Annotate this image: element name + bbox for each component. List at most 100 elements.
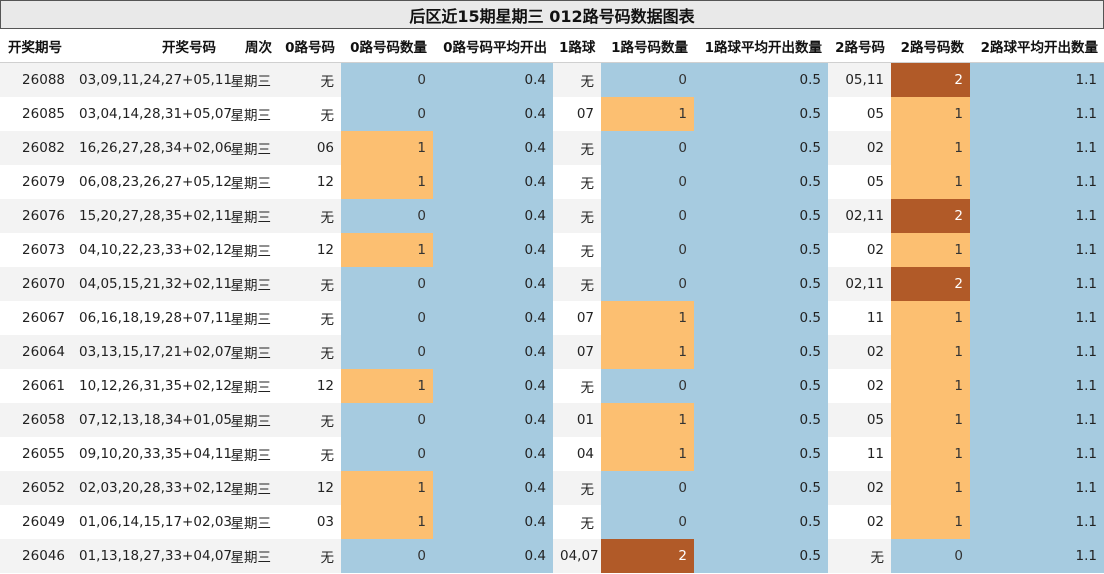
route0-avg-cell: 0.4 — [433, 62, 553, 97]
route1-avg-cell: 0.5 — [694, 471, 828, 505]
issue-cell: 26064 — [0, 335, 72, 369]
route0-count-cell: 0 — [341, 403, 433, 437]
numbers-cell: 06,08,23,26,27+05,12 — [72, 165, 232, 199]
issue-cell: 26049 — [0, 505, 72, 539]
route2-avg-cell: 1.1 — [970, 165, 1104, 199]
header-route2-numbers: 2路号码 — [828, 29, 891, 63]
route1-avg-cell: 0.5 — [694, 403, 828, 437]
route0-count-cell: 1 — [341, 233, 433, 267]
route2-count-cell: 1 — [891, 369, 970, 403]
route2-count-cell: 1 — [891, 437, 970, 471]
issue-cell: 26046 — [0, 539, 72, 573]
weekday-cell: 星期三 — [222, 403, 278, 437]
weekday-cell: 星期三 — [222, 97, 278, 131]
table-row: 26076 15,20,27,28,35+02,11 星期三无 0 0.4 无 0 0.5 02… — [0, 199, 1104, 233]
route2-numbers-cell: 02,11 — [828, 199, 891, 233]
route0-numbers-cell: 无 — [278, 199, 341, 233]
route2-avg-cell: 1.1 — [970, 335, 1104, 369]
route2-count-cell: 1 — [891, 403, 970, 437]
route1-avg-cell: 0.5 — [694, 301, 828, 335]
route0-count-cell: 0 — [341, 335, 433, 369]
route0-count-cell: 1 — [341, 165, 433, 199]
route0-count-cell: 0 — [341, 539, 433, 573]
weekday-cell: 星期三 — [222, 62, 278, 97]
route0-avg-cell: 0.4 — [433, 335, 553, 369]
route0-numbers-cell: 12 — [278, 369, 341, 403]
issue-cell: 26067 — [0, 301, 72, 335]
numbers-cell: 03,09,11,24,27+05,11 — [72, 62, 232, 97]
route2-count-cell: 1 — [891, 471, 970, 505]
numbers-cell: 16,26,27,28,34+02,06 — [72, 131, 232, 165]
table-row: 26082 16,26,27,28,34+02,06 星期三 06 1 0.4 无 0 0.5 0… — [0, 131, 1104, 165]
route1-ball-cell: 无 — [553, 369, 601, 403]
table-row: 26049 01,06,14,15,17+02,03 星期三 03 1 0.4 无 0 0.5 0… — [0, 505, 1104, 539]
table-row: 26067 06,16,18,19,28+07,11 星期三无 0 0.4 07 1 0.5 1… — [0, 301, 1104, 335]
weekday-cell: 星期三 — [222, 199, 278, 233]
weekday-cell: 星期三 — [222, 267, 278, 301]
route2-count-cell: 2 — [891, 267, 970, 301]
route1-ball-cell: 无 — [553, 131, 601, 165]
header-route2-avg: 2路球平均开出数量 — [970, 29, 1104, 63]
route2-count-cell: 1 — [891, 165, 970, 199]
table-row: 26046 01,13,18,27,33+04,07 星期三无 0 0.4 04,07 2 0… — [0, 539, 1104, 573]
route0-count-cell: 0 — [341, 199, 433, 233]
route2-avg-cell: 1.1 — [970, 505, 1104, 539]
route1-count-cell: 0 — [601, 131, 694, 165]
header-numbers: 开奖号码 — [72, 29, 222, 63]
issue-cell: 26055 — [0, 437, 72, 471]
table-row: 26052 02,03,20,28,33+02,12 星期三 12 1 0.4 无 0 0.5 0… — [0, 471, 1104, 505]
issue-cell: 26076 — [0, 199, 72, 233]
weekday-cell: 星期三 — [222, 539, 278, 573]
table-row: 26061 10,12,26,31,35+02,12 星期三 12 1 0.4 无 0 0.5 0… — [0, 369, 1104, 403]
route0-count-cell: 0 — [341, 97, 433, 131]
route0-numbers-cell: 06 — [278, 131, 341, 165]
numbers-cell: 01,06,14,15,17+02,03 — [72, 505, 232, 539]
weekday-cell: 星期三 — [222, 505, 278, 539]
route0-numbers-cell: 无 — [278, 403, 341, 437]
header-route0-count: 0路号码数量 — [341, 29, 433, 63]
route1-count-cell: 1 — [601, 97, 694, 131]
numbers-cell: 09,10,20,33,35+04,11 — [72, 437, 232, 471]
route0-numbers-cell: 03 — [278, 505, 341, 539]
route0-numbers-cell: 无 — [278, 97, 341, 131]
header-route1-ball: 1路球 — [553, 29, 601, 63]
weekday-cell: 星期三 — [222, 131, 278, 165]
route2-count-cell: 1 — [891, 233, 970, 267]
route0-numbers-cell: 无 — [278, 62, 341, 97]
header-route0-avg: 0路号码平均开出 — [433, 29, 553, 63]
table-row: 26079 06,08,23,26,27+05,12 星期三 12 1 0.4 无 0 0.5 0… — [0, 165, 1104, 199]
route1-avg-cell: 0.5 — [694, 131, 828, 165]
route2-numbers-cell: 02 — [828, 335, 891, 369]
route0-count-cell: 1 — [341, 505, 433, 539]
route1-ball-cell: 07 — [553, 97, 601, 131]
route2-avg-cell: 1.1 — [970, 369, 1104, 403]
route0-avg-cell: 0.4 — [433, 369, 553, 403]
route0-numbers-cell: 无 — [278, 437, 341, 471]
route2-avg-cell: 1.1 — [970, 403, 1104, 437]
route0-avg-cell: 0.4 — [433, 437, 553, 471]
weekday-cell: 星期三 — [222, 165, 278, 199]
numbers-cell: 04,10,22,23,33+02,12 — [72, 233, 232, 267]
route1-count-cell: 1 — [601, 335, 694, 369]
issue-cell: 26070 — [0, 267, 72, 301]
route1-count-cell: 0 — [601, 267, 694, 301]
header-route0-numbers: 0路号码 — [278, 29, 341, 63]
route1-ball-cell: 无 — [553, 471, 601, 505]
route1-count-cell: 0 — [601, 471, 694, 505]
route1-avg-cell: 0.5 — [694, 165, 828, 199]
route1-count-cell: 0 — [601, 62, 694, 97]
route2-numbers-cell: 02 — [828, 233, 891, 267]
route0-avg-cell: 0.4 — [433, 233, 553, 267]
table-row: 26064 03,13,15,17,21+02,07 星期三无 0 0.4 07 1 0.5 0… — [0, 335, 1104, 369]
route0-count-cell: 1 — [341, 131, 433, 165]
route2-count-cell: 0 — [891, 539, 970, 573]
route2-count-cell: 2 — [891, 62, 970, 97]
route0-numbers-cell: 无 — [278, 539, 341, 573]
route0-count-cell: 0 — [341, 267, 433, 301]
route2-avg-cell: 1.1 — [970, 97, 1104, 131]
route1-avg-cell: 0.5 — [694, 97, 828, 131]
route2-numbers-cell: 02 — [828, 471, 891, 505]
route1-ball-cell: 无 — [553, 233, 601, 267]
route0-numbers-cell: 无 — [278, 267, 341, 301]
numbers-cell: 01,13,18,27,33+04,07 — [72, 539, 232, 573]
